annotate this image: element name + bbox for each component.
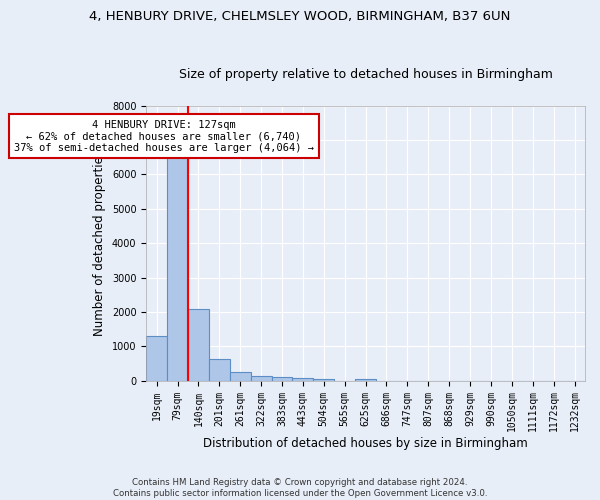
Text: 4, HENBURY DRIVE, CHELMSLEY WOOD, BIRMINGHAM, B37 6UN: 4, HENBURY DRIVE, CHELMSLEY WOOD, BIRMIN… (89, 10, 511, 23)
Text: 4 HENBURY DRIVE: 127sqm
← 62% of detached houses are smaller (6,740)
37% of semi: 4 HENBURY DRIVE: 127sqm ← 62% of detache… (14, 120, 314, 152)
Bar (167, 158, 188, 380)
Bar (272, 378, 292, 380)
Y-axis label: Number of detached properties: Number of detached properties (93, 150, 106, 336)
Bar (209, 359, 230, 380)
Bar (146, 336, 167, 380)
Text: Contains HM Land Registry data © Crown copyright and database right 2024.
Contai: Contains HM Land Registry data © Crown c… (113, 478, 487, 498)
Bar (313, 378, 334, 380)
Bar (251, 376, 272, 380)
X-axis label: Distribution of detached houses by size in Birmingham: Distribution of detached houses by size … (203, 437, 528, 450)
Bar (188, 309, 209, 380)
Bar (230, 372, 251, 380)
Title: Size of property relative to detached houses in Birmingham: Size of property relative to detached ho… (179, 68, 553, 81)
Bar (292, 378, 313, 380)
Bar (355, 378, 376, 380)
